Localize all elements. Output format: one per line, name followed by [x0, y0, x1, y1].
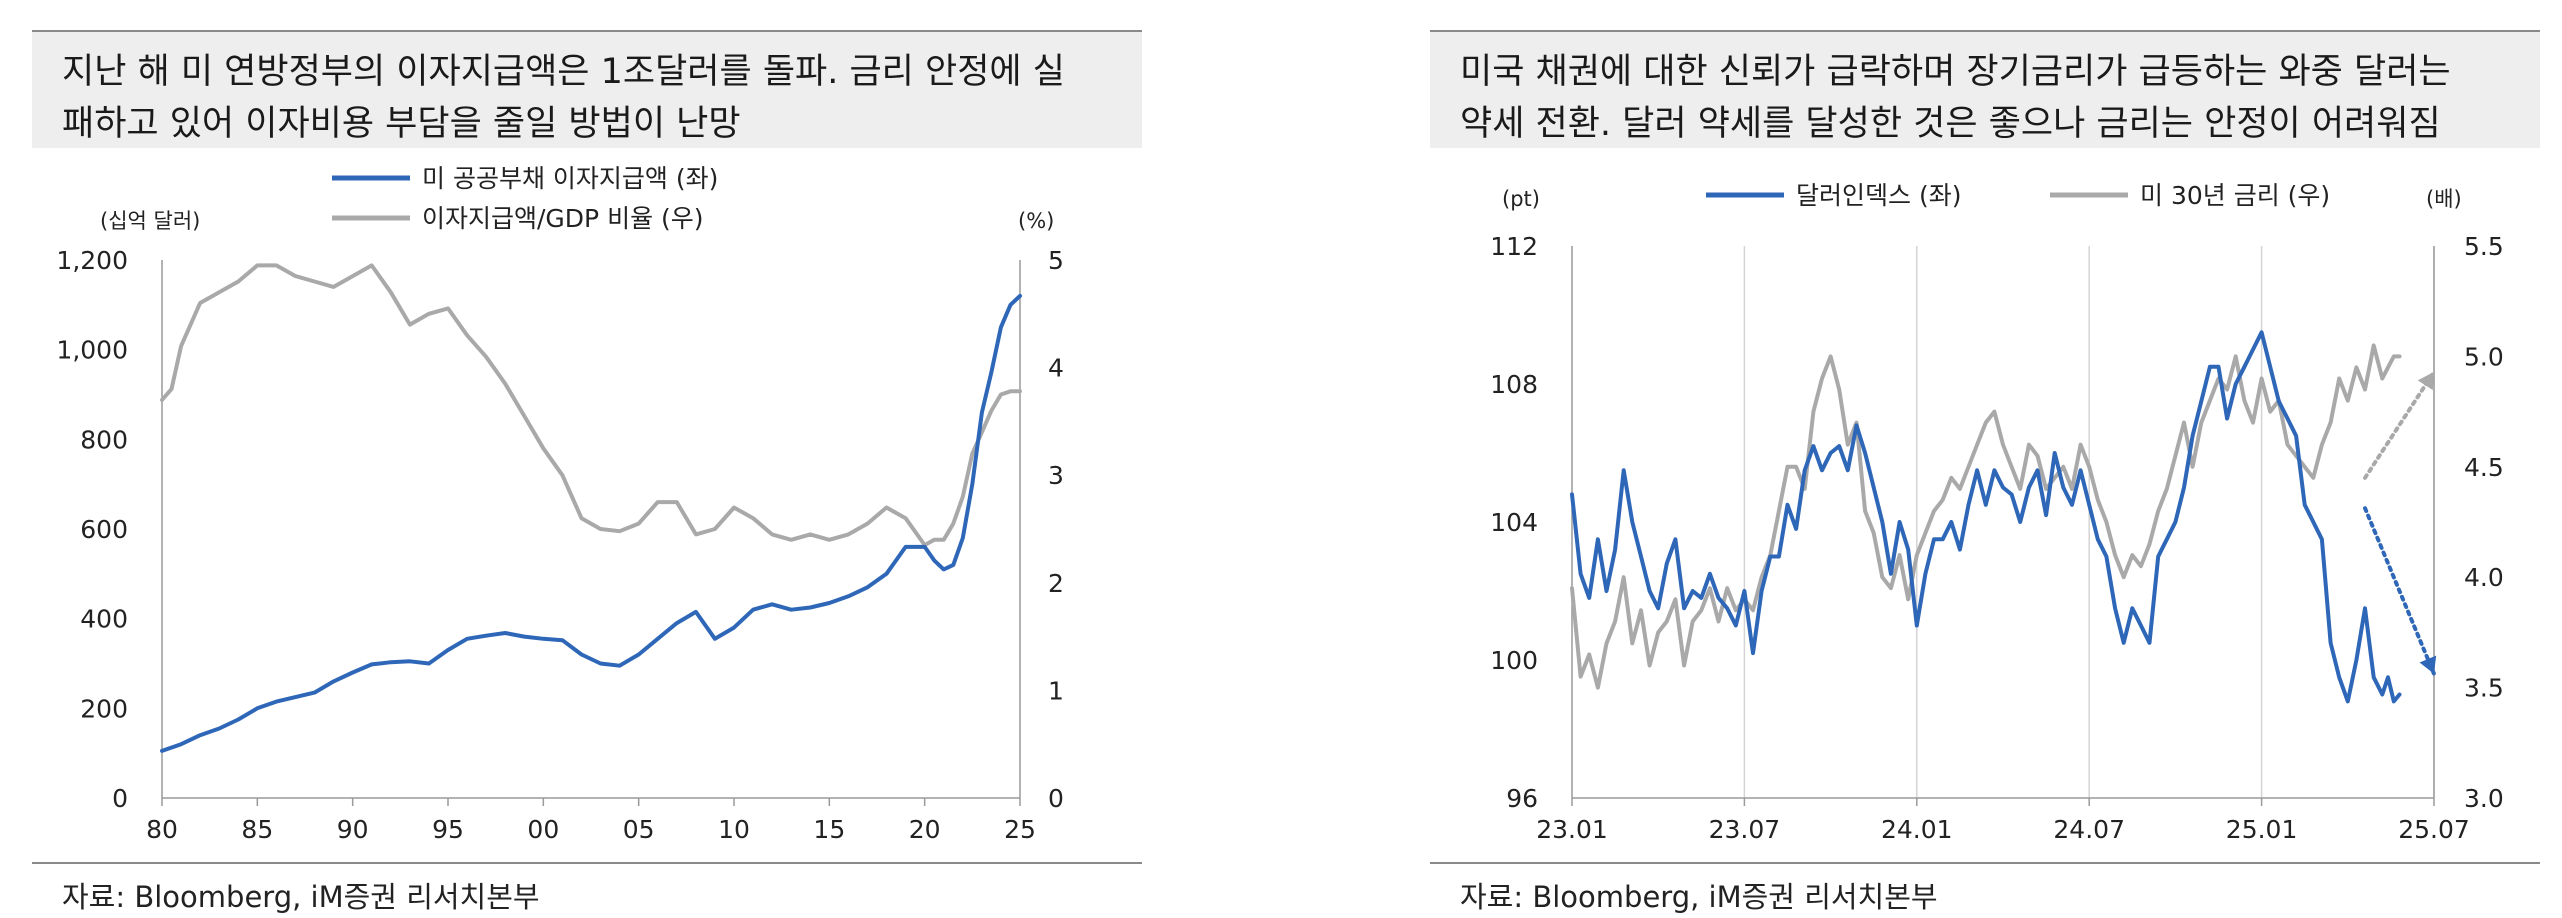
y-right-tick-label: 3.0: [2464, 784, 2504, 813]
y-right-tick-label: 2: [1048, 569, 1064, 598]
x-tick-label: 24.01: [1881, 815, 1953, 844]
trend-arrow-head: [2417, 371, 2434, 391]
y-right-tick-label: 5: [1048, 246, 1064, 275]
x-tick-label: 20: [909, 815, 941, 844]
chart-title-line-1: 미국 채권에 대한 신뢰가 급락하며 장기금리가 급등하는 와중 달러는: [1460, 52, 2451, 92]
series-line-right: [1570, 343, 2402, 690]
y-left-tick-label: 100: [1490, 646, 1538, 675]
trend-arrow-line: [2363, 369, 2436, 480]
y-left-tick-label: 96: [1506, 784, 1538, 813]
y-right-tick-label: 3.5: [2464, 674, 2504, 703]
chart-panel-interest-payments: 지난 해 미 연방정부의 이자지급액은 1조달러를 돌파. 금리 안정에 실 패…: [0, 0, 1280, 918]
x-tick-label: 25.01: [2226, 815, 2298, 844]
x-tick-label: 25.07: [2398, 815, 2470, 844]
legend-label: 이자지급액/GDP 비율 (우): [422, 204, 704, 233]
y-left-tick-label: 200: [80, 694, 128, 723]
x-tick-label: 15: [813, 815, 845, 844]
y-left-tick-label: 104: [1490, 508, 1538, 537]
chart-title-line-2: 약세 전환. 달러 약세를 달성한 것은 좋으나 금리는 안정이 어려워짐: [1460, 104, 2441, 144]
trend-arrow-line: [2363, 506, 2436, 676]
x-tick-label: 90: [337, 815, 369, 844]
footer-rule: [32, 862, 1142, 864]
header-top-rule: [32, 30, 1142, 32]
source-note: 자료: Bloomberg, iM증권 리서치본부: [1460, 880, 1938, 914]
series-line-left: [1570, 330, 2402, 704]
x-tick-label: 85: [241, 815, 273, 844]
y-right-unit: (배): [2426, 187, 2462, 211]
chart-panel-dollar-vs-30y: 미국 채권에 대한 신뢰가 급락하며 장기금리가 급등하는 와중 달러는 약세 …: [1280, 0, 2562, 918]
y-left-tick-label: 1,000: [56, 336, 128, 365]
x-tick-label: 23.07: [1709, 815, 1781, 844]
trend-arrow-head: [2419, 655, 2437, 674]
x-tick-label: 95: [432, 815, 464, 844]
y-left-tick-label: 1,200: [56, 246, 128, 275]
x-tick-label: 24.07: [2053, 815, 2125, 844]
y-left-unit: (십억 달러): [100, 209, 200, 233]
x-tick-label: 05: [623, 815, 655, 844]
y-right-tick-label: 1: [1048, 676, 1064, 705]
y-left-tick-label: 108: [1490, 370, 1538, 399]
series-line-right: [160, 263, 1022, 548]
y-right-tick-label: 4.5: [2464, 453, 2504, 482]
x-tick-label: 80: [146, 815, 178, 844]
legend-label: 미 30년 금리 (우): [2140, 181, 2330, 210]
y-right-unit: (%): [1018, 209, 1054, 233]
y-left-tick-label: 0: [112, 784, 128, 813]
chart-title-line-2: 패하고 있어 이자비용 부담을 줄일 방법이 난망: [62, 104, 741, 144]
x-tick-label: 00: [527, 815, 559, 844]
y-right-tick-label: 5.0: [2464, 342, 2504, 371]
footer-rule: [1430, 862, 2540, 864]
y-left-tick-label: 600: [80, 515, 128, 544]
y-right-tick-label: 5.5: [2464, 232, 2504, 261]
chart-title: 지난 해 미 연방정부의 이자지급액은 1조달러를 돌파. 금리 안정에 실 패…: [32, 32, 1142, 148]
series-line-left: [160, 293, 1022, 753]
chart-title-line-1: 지난 해 미 연방정부의 이자지급액은 1조달러를 돌파. 금리 안정에 실: [62, 52, 1065, 92]
y-left-tick-label: 112: [1490, 232, 1538, 261]
legend-label: 미 공공부채 이자지급액 (좌): [422, 164, 718, 193]
chart-svg: 80 85 90 95 00 05 10 15 20 2502004006008001,0001,…: [56, 164, 1064, 844]
y-right-tick-label: 4.0: [2464, 563, 2504, 592]
y-right-tick-label: 0: [1048, 784, 1064, 813]
x-tick-label: 10: [718, 815, 750, 844]
x-tick-label: 23.01: [1536, 815, 1608, 844]
y-left-tick-label: 800: [80, 425, 128, 454]
y-right-tick-label: 3: [1048, 461, 1064, 490]
x-tick-label: 25: [1004, 815, 1036, 844]
y-left-tick-label: 400: [80, 605, 128, 634]
source-note: 자료: Bloomberg, iM증권 리서치본부: [62, 880, 540, 914]
y-left-unit: (pt): [1502, 187, 1540, 211]
chart-title: 미국 채권에 대한 신뢰가 급락하며 장기금리가 급등하는 와중 달러는 약세 …: [1430, 32, 2540, 148]
legend-label: 달러인덱스 (좌): [1796, 181, 1961, 210]
chart-svg: 23.01 23.07 24.01 24.07 25.01 25.07 96 100 104 10…: [1490, 181, 2504, 844]
header-top-rule: [1430, 30, 2540, 32]
y-right-tick-label: 4: [1048, 354, 1064, 383]
